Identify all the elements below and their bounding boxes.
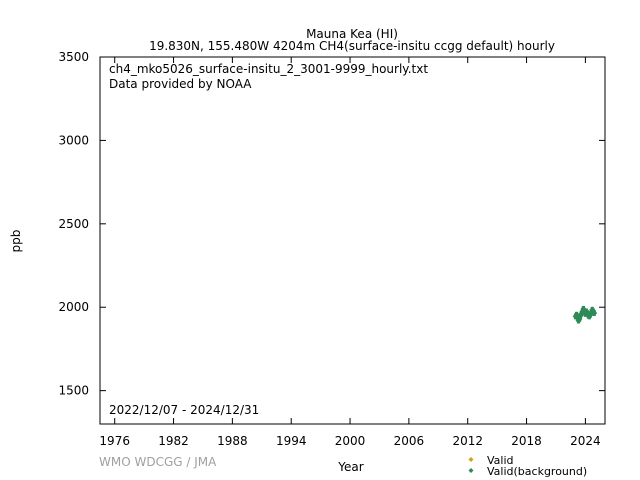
y-tick-label: 1500 <box>58 384 89 398</box>
x-tick-label: 2000 <box>335 434 366 448</box>
x-tick-label: 2024 <box>570 434 601 448</box>
legend: Valid Valid(background) <box>468 454 587 478</box>
y-axis-label: ppb <box>9 230 23 253</box>
x-tick-label: 2018 <box>511 434 542 448</box>
y-tick-label: 2000 <box>58 300 89 314</box>
x-tick-label: 1988 <box>217 434 248 448</box>
y-tick-label: 3000 <box>58 133 89 147</box>
x-tick-label: 1976 <box>99 434 130 448</box>
y-tick-label: 2500 <box>58 217 89 231</box>
x-axis: 1976 1982 1988 1994 2000 2006 2012 2018 2024 <box>99 57 601 448</box>
chart-title: Mauna Kea (HI) <box>306 27 398 41</box>
annotation-provider: Data provided by NOAA <box>109 77 252 91</box>
annotation-file: ch4_mko5026_surface-insitu_2_3001-9999_h… <box>109 62 428 76</box>
x-axis-label: Year <box>337 460 363 474</box>
legend-item-valid: Valid <box>468 454 514 467</box>
legend-label-valid: Valid <box>487 454 514 467</box>
y-axis: 1500 2000 2500 3000 3500 <box>58 50 605 398</box>
x-tick-label: 1982 <box>158 434 189 448</box>
y-tick-label: 3500 <box>58 50 89 64</box>
chart-subtitle: 19.830N, 155.480W 4204m CH4(surface-insi… <box>149 39 555 53</box>
legend-marker-valid <box>468 457 474 462</box>
x-tick-label: 1994 <box>276 434 307 448</box>
legend-label-valid-background: Valid(background) <box>487 465 587 478</box>
legend-marker-valid-background <box>468 468 474 473</box>
x-tick-label: 2006 <box>394 434 425 448</box>
credit-text: WMO WDCGG / JMA <box>99 455 217 469</box>
data-point <box>591 310 598 317</box>
legend-item-valid-background: Valid(background) <box>468 465 587 478</box>
data-series <box>572 305 598 324</box>
x-tick-label: 2012 <box>452 434 483 448</box>
annotation-date-range: 2022/12/07 - 2024/12/31 <box>109 403 259 417</box>
plot-area <box>99 56 606 425</box>
